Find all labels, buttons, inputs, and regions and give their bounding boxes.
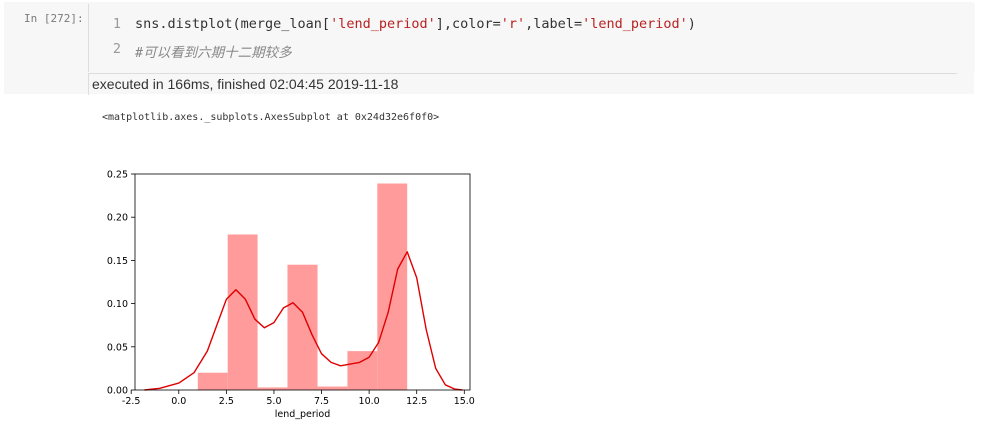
- x-tick-label: 12.5: [406, 396, 427, 407]
- string-token: 'lend_period': [582, 16, 688, 32]
- y-tick-label: 0.25: [107, 170, 128, 181]
- output-repr: <matplotlib.axes._subplots.AxesSubplot a…: [102, 112, 440, 123]
- histogram-bars: [197, 183, 408, 390]
- input-prompt: In [272]:: [24, 12, 84, 25]
- histogram-bar: [287, 264, 318, 390]
- comment-token: #可以看到六期十二期较多: [135, 45, 292, 61]
- code-token: ],color=: [435, 16, 501, 32]
- x-tick-label: 15.0: [454, 396, 475, 407]
- execution-info: executed in 166ms, finished 02:04:45 201…: [92, 76, 399, 92]
- y-tick-label: 0.10: [107, 299, 128, 310]
- y-tick-label: 0.00: [107, 386, 128, 397]
- y-axis-ticks: 0.00 0.05 0.10 0.15 0.20 0.25: [107, 170, 135, 397]
- histogram-bar: [317, 386, 348, 390]
- histogram-bar: [377, 183, 408, 390]
- histogram-bar: [347, 351, 378, 390]
- y-tick-label: 0.15: [107, 256, 128, 267]
- x-axis-ticks: -2.5 0.0 2.5 5.0 7.5 10.0 12.5 15.0: [122, 390, 475, 407]
- code-token: ): [687, 16, 696, 32]
- code-cell[interactable]: In [272]: 1 sns.distplot(merge_loan['len…: [4, 2, 975, 95]
- code-token: sns.distplot(merge_loan[: [135, 16, 331, 32]
- x-tick-label: 7.5: [314, 396, 329, 407]
- x-tick-label: -2.5: [122, 396, 141, 407]
- histogram-bar: [227, 234, 258, 390]
- line-number: 1: [112, 16, 121, 32]
- x-axis-label: lend_period: [275, 409, 331, 420]
- kde-line: [144, 251, 463, 391]
- string-token: 'lend_period': [330, 16, 436, 32]
- histogram-bar: [197, 372, 228, 390]
- x-tick-label: 0.0: [171, 396, 186, 407]
- x-tick-label: 2.5: [219, 396, 234, 407]
- code-editor[interactable]: 1 sns.distplot(merge_loan['lend_period']…: [88, 4, 975, 72]
- x-tick-label: 10.0: [359, 396, 380, 407]
- axes-frame: [134, 173, 471, 391]
- y-tick-label: 0.20: [107, 213, 128, 224]
- x-tick-label: 5.0: [266, 396, 281, 407]
- y-tick-label: 0.05: [107, 342, 128, 353]
- execution-info-bar: executed in 166ms, finished 02:04:45 201…: [88, 73, 957, 95]
- line-number: 2: [112, 41, 121, 57]
- distplot-chart: -2.5 0.0 2.5 5.0 7.5 10.0 12.5 15.0 0.00 0.05 0.1…: [107, 170, 475, 421]
- code-token: ,label=: [525, 16, 583, 32]
- code-text[interactable]: sns.distplot(merge_loan['lend_period'],c…: [135, 16, 696, 32]
- string-token: 'r': [500, 16, 526, 32]
- histogram-bar: [257, 387, 288, 390]
